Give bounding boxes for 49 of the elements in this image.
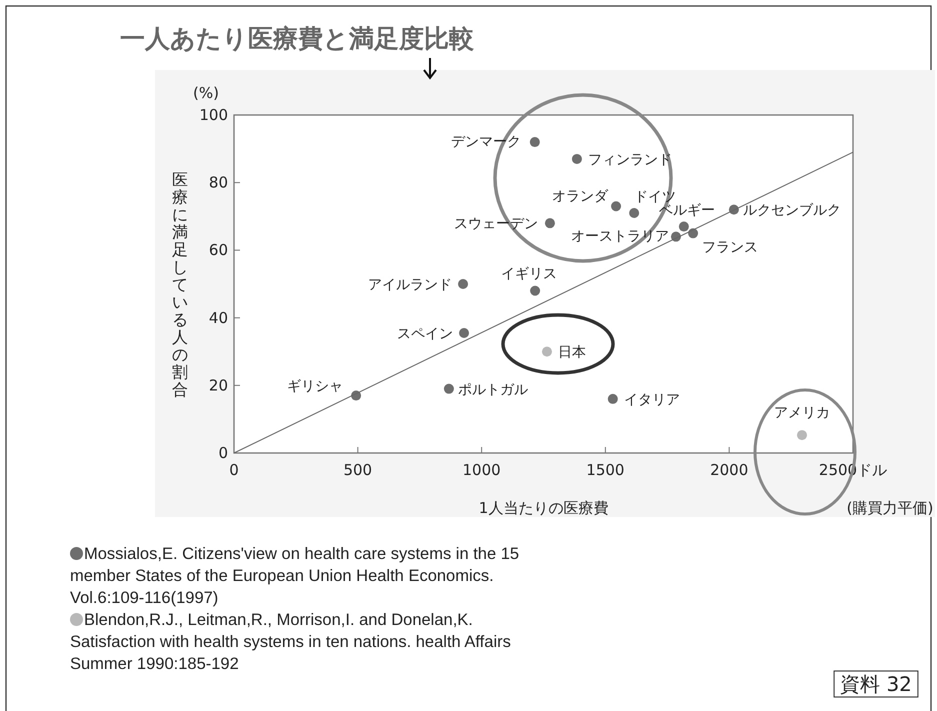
annotation: スウェーデン [454,216,538,232]
annotation: ルクセンブルク [742,202,841,219]
annotation: ベルギー [658,202,715,219]
text: (%) [193,84,219,102]
legend-label: Blendon,R.J., Leitman,R., Morrison,I. and Donelan,K. Satisfaction with health systems in ten nations. health Affairs Summer 1990:185-192 [70,610,512,675]
point [608,394,618,404]
point [796,430,807,440]
annotation: アメリカ [774,405,830,422]
point [444,384,454,394]
annotation: アイルランド [368,277,452,293]
point [611,201,622,212]
annotation: イギリス [501,266,558,282]
point [572,154,582,164]
x-tick-label: 500 [343,461,372,479]
annotation: ポルトガル [458,382,528,398]
annotation: スペイン [397,326,454,342]
point [629,208,640,218]
point [459,328,470,338]
text: 医療に満足している人の割合 [172,170,188,399]
annotation: 日本 [558,344,586,361]
annotation: ギリシャ [287,378,344,395]
annotation: フィンランド [588,152,672,168]
y-tick-label: 0 [218,444,228,462]
text: (購買力平価) [846,499,934,517]
x-tick-label: 2000 [710,461,748,479]
point [530,286,540,296]
point [530,137,540,148]
point [458,279,468,289]
y-tick-label: 20 [208,376,228,394]
x-tick-label: 1000 [462,461,501,479]
point [544,218,555,228]
annotation: ドイツ [634,189,676,206]
annotation: フランス [702,239,758,256]
x-tick-label: 1500 [586,461,624,479]
x-tick-label: 0 [229,461,239,479]
annotation: イタリア [624,392,680,408]
annotation: デンマーク [450,134,521,150]
y-tick-label: 80 [208,174,228,192]
x-axis-title: 1人当たりの医療費 [478,499,608,517]
chart-title: 一人あたり医療費と満足度比較 [120,24,475,53]
y-tick-label: 100 [199,106,228,124]
point [678,222,689,232]
text: 資料 32 [840,672,912,696]
y-tick-label: 40 [208,308,228,327]
annotation: オーストラリア [570,228,669,245]
legend-label: Mossialos,E. Citizens'view on health care systems in the 15 member States of the European Union Health Economics. Vol.6:109-116(1997) [70,544,520,609]
point [542,346,552,357]
annotation: オランダ [552,188,610,204]
y-tick-label: 60 [208,241,228,260]
